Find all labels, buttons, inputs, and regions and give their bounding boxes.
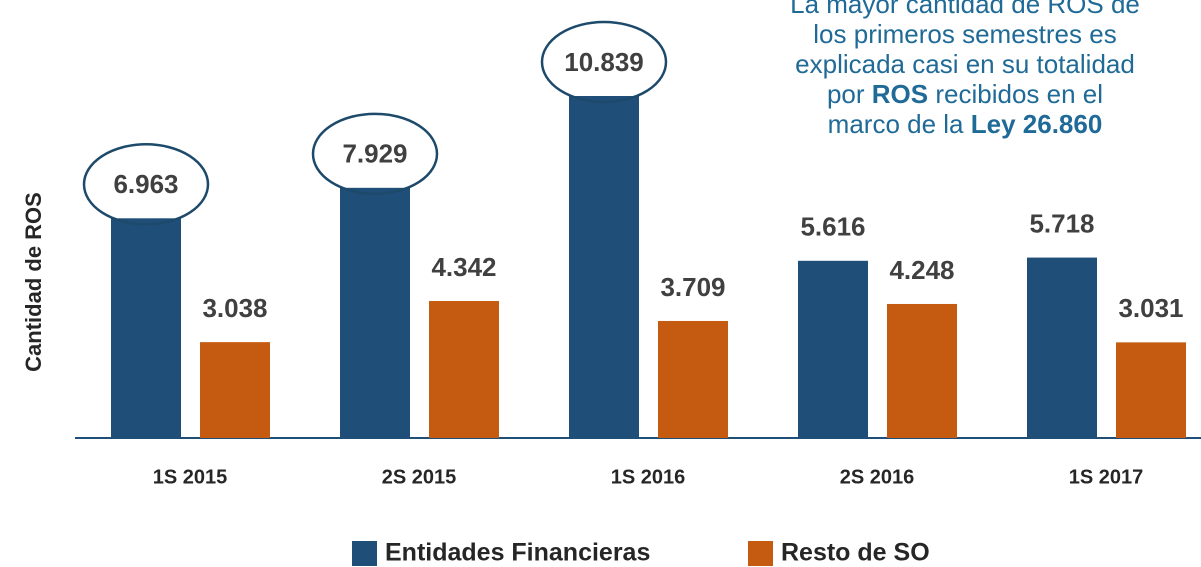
data-label: 5.616 xyxy=(800,212,865,242)
legend-swatch xyxy=(352,541,377,566)
data-label: 6.963 xyxy=(113,169,178,199)
data-label: 10.839 xyxy=(564,47,644,77)
x-tick-label: 2S 2016 xyxy=(840,466,915,488)
highlight-circle xyxy=(540,20,668,104)
bar xyxy=(887,303,957,438)
x-tick-label: 1S 2016 xyxy=(611,466,686,488)
legend-label: Entidades Financieras xyxy=(385,539,650,567)
highlight-circle xyxy=(311,112,439,196)
annotation-text: por xyxy=(827,79,872,109)
data-label: 3.709 xyxy=(660,272,725,302)
bar xyxy=(1116,342,1186,438)
annotation-text: los primeros semestres es xyxy=(813,19,1116,49)
bar xyxy=(798,260,868,438)
annotation-text: ROS xyxy=(872,79,928,109)
bar xyxy=(658,320,728,438)
bar xyxy=(111,218,181,438)
x-tick-label: 1S 2015 xyxy=(153,466,228,488)
annotation-line: explicada casi en su totalidad xyxy=(795,49,1135,79)
data-label: 3.031 xyxy=(1118,293,1183,323)
annotation-text: marco de la xyxy=(828,109,971,139)
legend-swatch xyxy=(748,541,773,566)
annotation-line: marco de la Ley 26.860 xyxy=(828,109,1103,139)
legend-label: Resto de SO xyxy=(781,539,930,567)
data-label: 4.342 xyxy=(431,252,496,282)
annotation-line: La mayor cantidad de ROS de xyxy=(790,0,1140,19)
annotation-text: explicada casi en su totalidad xyxy=(795,49,1135,79)
annotation-line: los primeros semestres es xyxy=(813,19,1116,49)
data-label: 4.248 xyxy=(889,255,954,285)
bar xyxy=(1027,257,1097,438)
annotation-line: por ROS recibidos en el xyxy=(827,79,1103,109)
bar xyxy=(429,300,499,438)
annotation-text: Ley 26.860 xyxy=(971,109,1103,139)
x-tick-label: 1S 2017 xyxy=(1069,466,1144,488)
bar xyxy=(340,187,410,438)
annotation-text: La mayor cantidad de ROS de xyxy=(790,0,1140,19)
highlight-circle xyxy=(82,143,210,226)
bar xyxy=(200,342,270,438)
bar xyxy=(569,96,639,438)
data-label: 3.038 xyxy=(202,293,267,323)
data-label: 5.718 xyxy=(1029,208,1094,238)
data-label: 7.929 xyxy=(342,139,407,169)
x-tick-label: 2S 2015 xyxy=(382,466,457,488)
annotation-text: recibidos en el xyxy=(928,79,1103,109)
y-axis-label: Cantidad de ROS xyxy=(21,192,46,372)
